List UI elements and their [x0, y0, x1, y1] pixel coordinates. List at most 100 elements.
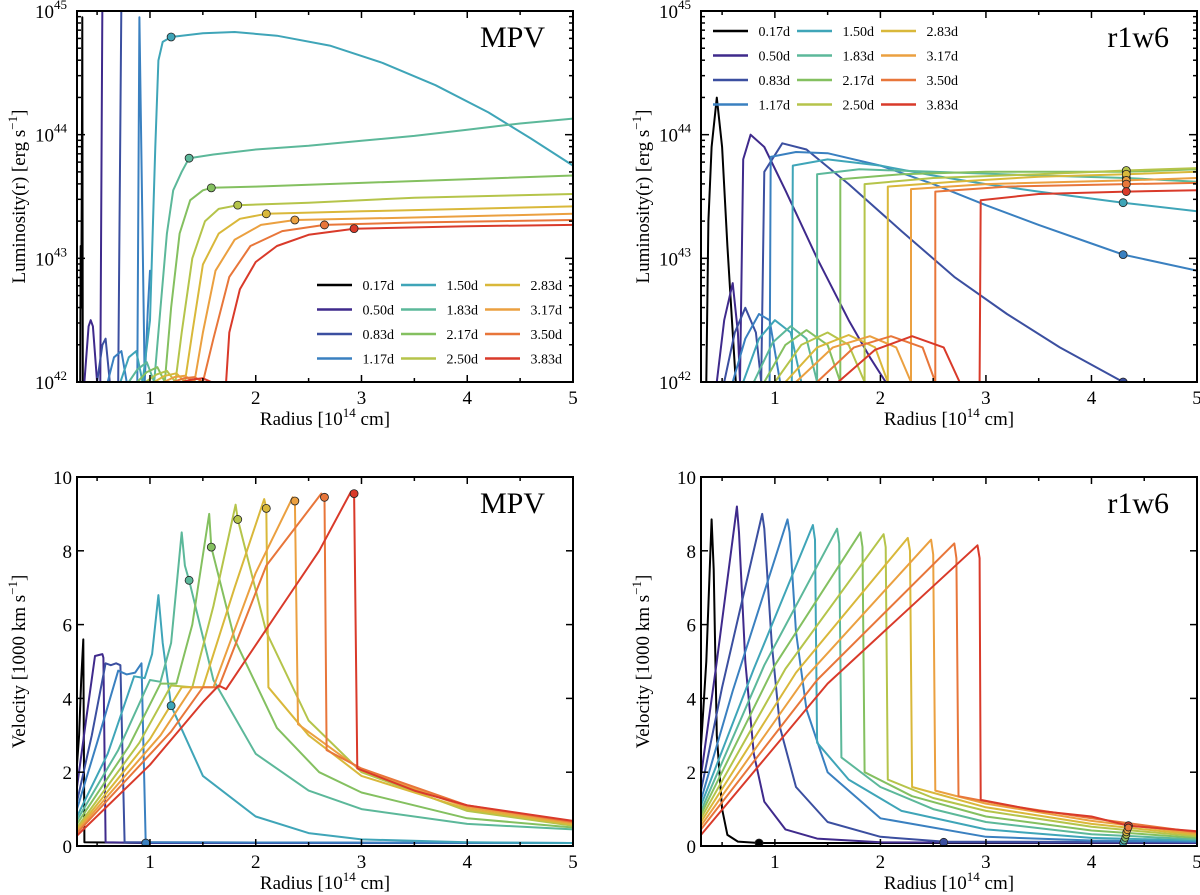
- panel-vel_mpv: 1 2 3 4 5 0 2 4 6 8 10 Radius [1014 cm] Velocity [10…: [5, 468, 578, 894]
- legend-label: 2.50d: [843, 99, 875, 114]
- series-line-0.83d: [701, 512, 1197, 844]
- x-tick-label: 3: [981, 852, 991, 873]
- marker-1.50d: [166, 32, 176, 42]
- y-tick-label: 2: [63, 763, 73, 784]
- legend-item: 0.17d: [317, 279, 394, 294]
- marker-3.50d: [320, 220, 329, 230]
- x-tick-label: 3: [981, 388, 991, 409]
- legend-label: 2.83d: [531, 279, 563, 294]
- y-tick-label: 1044: [35, 121, 68, 147]
- series-line-3.83d: [837, 189, 1197, 382]
- legend-label: 1.50d: [447, 279, 479, 294]
- panel-title: r1w6: [1107, 21, 1169, 54]
- legend-item: 1.17d: [317, 353, 394, 368]
- legend-label: 3.83d: [927, 99, 959, 114]
- marker-2.50d: [233, 515, 243, 524]
- series-line-1.17d: [77, 662, 573, 844]
- marker-3.83d: [349, 489, 359, 499]
- legend-label: 0.83d: [759, 74, 791, 89]
- panel-lum_mpv: 1 2 3 4 5 1042 1043 1044 1045 Radius [1014 cm] Lum…: [5, 0, 578, 430]
- legend-label: 1.17d: [759, 99, 791, 114]
- y-tick-label: 1042: [659, 368, 691, 394]
- series-group: [701, 505, 1197, 846]
- series-line-1.50d: [742, 158, 1197, 382]
- panel-vel_r1w6: 1 2 3 4 5 0 2 4 6 8 10 Radius [1014 cm] Velocity [10…: [629, 468, 1200, 894]
- series-line-0.83d: [723, 142, 1125, 382]
- legend-item: 1.50d: [797, 25, 874, 40]
- x-axis-label: Radius [1014 cm]: [884, 869, 1014, 894]
- series-line-3.17d: [162, 212, 573, 382]
- legend-item: 2.83d: [881, 25, 958, 40]
- panel-title: MPV: [480, 487, 545, 520]
- legend-label: 1.83d: [843, 50, 875, 65]
- marker-3.17d: [290, 215, 300, 225]
- y-tick-label: 10: [677, 468, 696, 489]
- series-line-3.17d: [795, 177, 1197, 382]
- series-line-0.83d: [96, 11, 123, 382]
- series-line-2.83d: [153, 205, 573, 382]
- y-tick-label: 0: [63, 837, 73, 858]
- legend-label: 3.17d: [927, 50, 959, 65]
- legend: 0.17d 0.50d 0.83d 1.17d 1.50d 1.83d 2.17d 2.50d…: [713, 25, 958, 114]
- series-line-1.17d: [106, 16, 151, 382]
- series-line-2.83d: [77, 498, 573, 831]
- legend-item: 2.17d: [401, 328, 478, 343]
- series-line-0.50d: [701, 505, 1197, 844]
- series-line-2.17d: [136, 174, 573, 382]
- y-tick-label: 1045: [659, 0, 691, 23]
- series-line-3.50d: [77, 492, 573, 835]
- y-axis-label: Luminosity(r) [erg s−1]: [629, 110, 654, 284]
- panel-title: MPV: [480, 21, 545, 54]
- legend-item: 1.17d: [713, 99, 790, 114]
- series-line-3.83d: [701, 544, 1197, 836]
- legend-label: 2.17d: [843, 74, 875, 89]
- legend-label: 1.17d: [363, 353, 395, 368]
- marker-3.50d: [320, 492, 329, 502]
- series-line-1.83d: [77, 531, 573, 831]
- marker-3.17d: [290, 496, 300, 506]
- y-tick-label: 0: [687, 837, 697, 858]
- x-tick-label: 1: [770, 388, 780, 409]
- axes-frame: [700, 476, 1198, 847]
- legend-item: 0.83d: [713, 74, 790, 89]
- series-line-2.50d: [773, 167, 1197, 382]
- y-tick-label: 6: [687, 616, 697, 637]
- legend-label: 3.50d: [531, 328, 563, 343]
- legend-item: 2.83d: [485, 279, 562, 294]
- series-line-0.83d: [77, 662, 573, 844]
- series-line-0.50d: [715, 133, 887, 382]
- marker-1.50d: [166, 701, 176, 711]
- x-axis-label: Radius [1014 cm]: [260, 405, 390, 430]
- legend-label: 3.17d: [531, 304, 563, 319]
- marker-3.83d: [1121, 187, 1131, 196]
- legend: 0.17d 0.50d 0.83d 1.17d 1.50d 1.83d 2.17d 2.50d…: [317, 279, 562, 368]
- x-tick-label: 2: [876, 852, 886, 873]
- axes-frame: [700, 10, 1198, 383]
- y-tick-label: 1043: [35, 244, 67, 270]
- legend-item: 3.50d: [881, 74, 958, 89]
- series-group: [79, 11, 573, 382]
- marker-3.50d: [1121, 179, 1131, 189]
- marker-0.17d: [754, 838, 764, 846]
- marker-2.17d: [206, 183, 216, 193]
- series-line-0.50d: [83, 11, 104, 382]
- x-tick-label: 5: [568, 852, 578, 873]
- x-tick-label: 2: [251, 388, 261, 409]
- y-tick-label: 6: [63, 616, 73, 637]
- y-tick-label: 1042: [35, 368, 67, 394]
- y-tick-label: 1044: [659, 121, 692, 147]
- series-line-3.50d: [172, 219, 573, 382]
- legend-label: 2.17d: [447, 328, 479, 343]
- legend-item: 3.83d: [881, 99, 958, 114]
- series-group: [77, 489, 573, 846]
- x-tick-label: 3: [357, 388, 367, 409]
- axes-frame: [76, 10, 574, 383]
- legend-item: 1.50d: [401, 279, 478, 294]
- legend-label: 0.17d: [759, 25, 791, 40]
- x-tick-label: 5: [1192, 852, 1200, 873]
- marker-2.17d: [206, 542, 216, 552]
- legend-item: 0.50d: [317, 304, 394, 319]
- legend-label: 3.50d: [927, 74, 959, 89]
- legend-label: 0.83d: [363, 328, 395, 343]
